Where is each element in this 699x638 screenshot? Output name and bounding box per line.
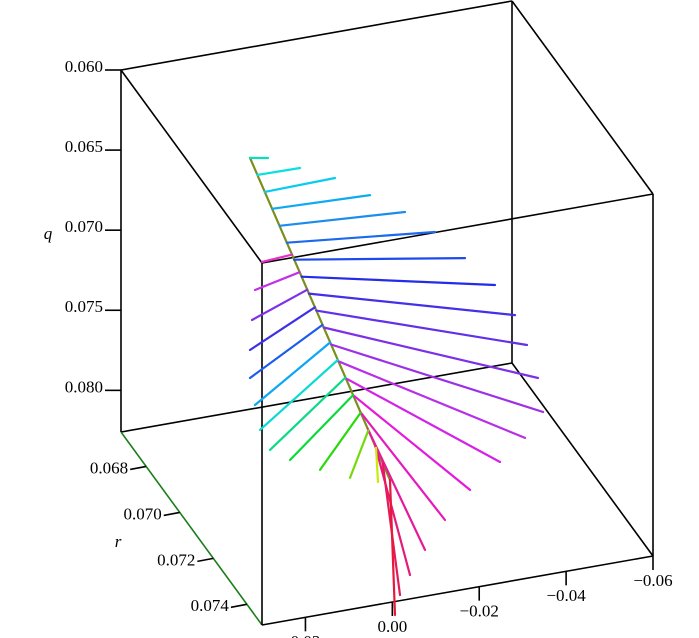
- q-tick-label: 0.065: [65, 137, 103, 156]
- segment: [318, 411, 362, 471]
- segment: [337, 360, 527, 439]
- segment: [263, 176, 337, 193]
- segment: [374, 446, 380, 484]
- x-tick-label: 0.02: [291, 632, 321, 638]
- segment: [359, 411, 447, 522]
- segment: [278, 210, 407, 227]
- q-tick-label: 0.080: [65, 377, 103, 396]
- segment: [253, 271, 301, 292]
- box-edge: [120, 362, 513, 433]
- q-tick-label: 0.075: [65, 297, 103, 316]
- q-tick-label: 0.060: [65, 57, 103, 76]
- segment: [285, 230, 437, 244]
- box-edge: [120, 431, 263, 626]
- box-edge: [261, 193, 654, 264]
- x-tick-label: 0.00: [377, 617, 407, 636]
- box-edge: [511, 362, 654, 557]
- segment: [307, 292, 517, 317]
- segment: [344, 377, 502, 464]
- segment: [250, 288, 309, 322]
- segment: [348, 429, 370, 479]
- segment: [248, 306, 316, 352]
- r-axis-label: r: [115, 532, 122, 551]
- segment: [293, 257, 467, 261]
- r-tick: [230, 603, 248, 609]
- segment: [352, 394, 472, 491]
- segment: [271, 194, 372, 210]
- segment: [256, 166, 302, 176]
- box-edge: [120, 0, 513, 71]
- x-tick-label: −0.04: [546, 586, 586, 605]
- x-tick-label: −0.02: [460, 602, 499, 621]
- segment: [374, 445, 412, 577]
- q-axis-label: q: [44, 224, 53, 243]
- r-tick-label: 0.074: [191, 596, 230, 615]
- segment: [330, 343, 545, 414]
- r-tick: [163, 511, 180, 517]
- segment: [248, 156, 392, 482]
- box-edge: [120, 69, 263, 264]
- segment: [288, 394, 355, 462]
- segment: [258, 358, 339, 431]
- segment: [315, 309, 529, 347]
- q-tick-label: 0.070: [65, 217, 103, 236]
- segment: [300, 275, 497, 287]
- r-tick-label: 0.072: [157, 550, 195, 569]
- box-edge: [511, 0, 654, 195]
- segment: [366, 428, 427, 551]
- segment: [248, 323, 324, 380]
- segment: [260, 253, 294, 264]
- x-tick-label: −0.06: [633, 571, 672, 590]
- r-tick: [197, 557, 214, 563]
- box-edge: [261, 555, 654, 626]
- segment: [322, 326, 540, 380]
- segment: [388, 478, 397, 617]
- segment: [253, 341, 332, 407]
- r-tick-label: 0.068: [90, 458, 128, 477]
- r-tick-label: 0.070: [124, 504, 162, 523]
- segment: [268, 376, 347, 451]
- r-tick: [130, 465, 147, 471]
